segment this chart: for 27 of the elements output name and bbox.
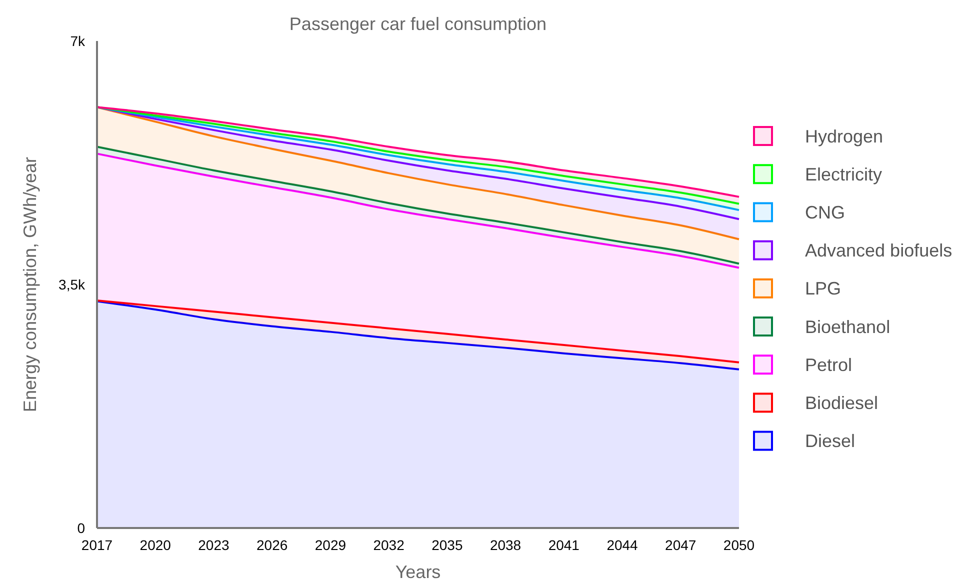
x-axis-title: Years <box>395 562 441 582</box>
x-tick-label: 2044 <box>606 537 638 553</box>
legend-label: LPG <box>805 278 842 299</box>
legend-label: Hydrogen <box>805 126 884 146</box>
x-tick-label: 2020 <box>140 537 172 553</box>
x-tick-label: 2029 <box>314 537 346 553</box>
y-tick-label: 0 <box>77 520 86 536</box>
x-tick-label: 2026 <box>256 537 288 553</box>
y-tick-label: 3,5k <box>58 276 86 292</box>
legend-label: Bioethanol <box>805 316 890 337</box>
y-tick-label: 7k <box>70 32 86 49</box>
legend-label: Biodiesel <box>805 393 878 413</box>
x-tick-label: 2047 <box>665 537 696 553</box>
x-tick-label: 2038 <box>490 537 522 553</box>
x-tick-label: 2035 <box>432 537 463 553</box>
legend-label: Petrol <box>805 354 852 375</box>
x-tick-label: 2017 <box>81 537 113 553</box>
chart-title: Passenger car fuel consumption <box>289 14 547 34</box>
legend-label: Advanced biofuels <box>805 240 952 261</box>
legend-label: Diesel <box>805 431 856 452</box>
y-axis-title: Energy consumption, GWh/year <box>20 156 40 412</box>
x-tick-label: 2041 <box>548 537 580 553</box>
x-tick-label: 2023 <box>198 537 230 553</box>
legend-label: CNG <box>805 202 845 222</box>
legend-label: Electricity <box>805 164 882 184</box>
x-tick-label: 2050 <box>723 537 755 553</box>
x-tick-label: 2032 <box>373 537 405 553</box>
